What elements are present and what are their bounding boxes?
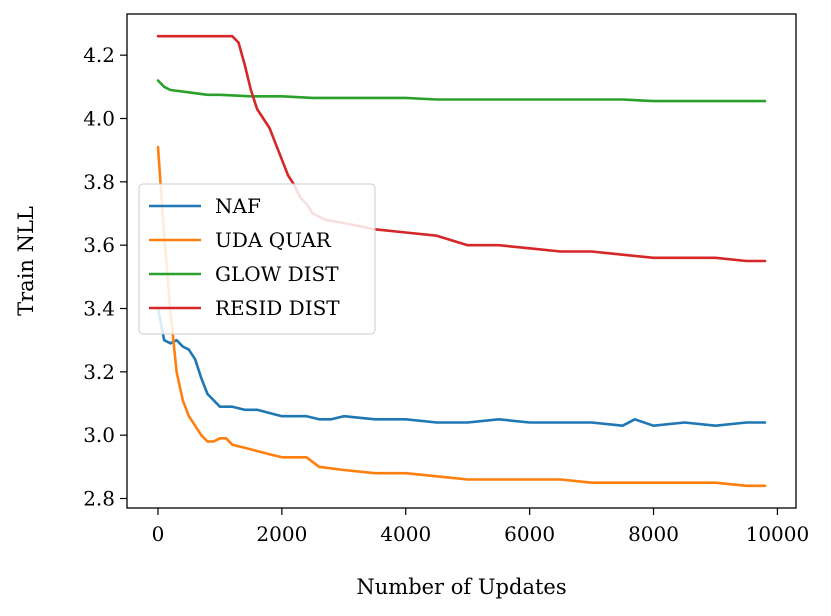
y-tick-label: 4.0	[83, 107, 115, 131]
y-tick-label: 3.6	[83, 233, 115, 257]
y-tick-label: 3.4	[83, 297, 115, 321]
legend-label: RESID DIST	[215, 296, 340, 320]
legend-label: GLOW DIST	[215, 262, 339, 286]
y-tick-label: 3.2	[83, 360, 115, 384]
y-tick-label: 4.2	[83, 43, 115, 67]
series-line-naf	[156, 307, 767, 428]
x-tick-label: 2000	[256, 522, 307, 546]
series-line-uda-quar	[156, 145, 767, 488]
plot-frame	[126, 13, 797, 509]
x-axis-label: Number of Updates	[356, 575, 566, 599]
x-tick-label: 10000	[746, 522, 810, 546]
y-tick-label: 3.8	[83, 170, 115, 194]
x-tick-label: 8000	[628, 522, 679, 546]
x-tick-label: 6000	[504, 522, 555, 546]
y-tick-label: 3.0	[83, 423, 115, 447]
y-tick-label: 2.8	[83, 487, 115, 511]
legend-label: NAF	[215, 194, 261, 218]
series-line-glow-dist	[156, 79, 767, 103]
y-axis: 2.8 3.0 3.2 3.4 3.6 3.8 4.0 4.2	[83, 43, 127, 511]
x-axis: 0 2000 4000 6000 8000 10000	[152, 508, 810, 546]
legend: NAF UDA QUAR GLOW DIST RESID DIST	[138, 183, 376, 335]
legend-label: UDA QUAR	[215, 228, 332, 252]
legend-box	[138, 183, 376, 335]
y-axis-label: Train NLL	[14, 206, 38, 316]
x-tick-label: 4000	[380, 522, 431, 546]
x-tick-label: 0	[152, 522, 165, 546]
